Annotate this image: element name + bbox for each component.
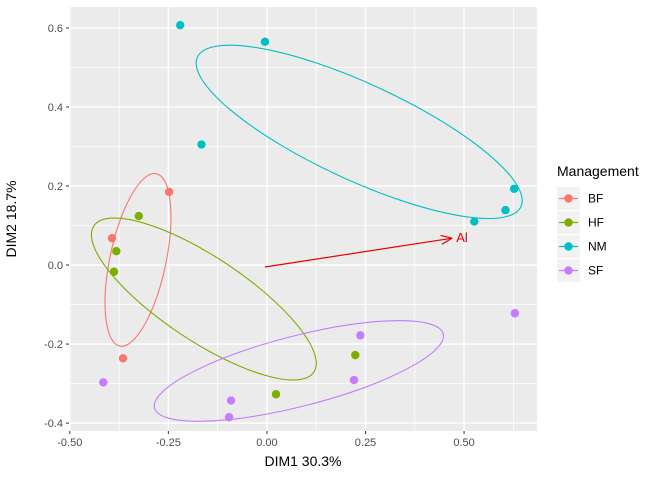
env-vector-arrow bbox=[264, 237, 453, 268]
x-tick-label: -0.50 bbox=[57, 437, 82, 449]
data-point-SF bbox=[224, 412, 234, 422]
data-point-SF bbox=[99, 378, 108, 387]
legend-item-SF: SF bbox=[557, 259, 603, 282]
x-tick-label: 0.00 bbox=[256, 437, 277, 449]
data-point-BF bbox=[118, 354, 128, 363]
legend-key-point bbox=[564, 218, 573, 227]
data-point-HF bbox=[134, 211, 143, 221]
data-point-NM bbox=[470, 217, 479, 226]
data-point-SF bbox=[510, 309, 520, 318]
x-tick-label: 0.50 bbox=[453, 437, 474, 449]
data-point-HF bbox=[112, 247, 121, 256]
y-tick-label: 0.6 bbox=[48, 23, 63, 35]
legend-title: Management bbox=[557, 163, 639, 179]
data-points bbox=[99, 20, 520, 422]
data-point-SF bbox=[226, 396, 236, 405]
confidence-ellipses bbox=[90, 44, 523, 422]
y-tick-label: 0.4 bbox=[48, 102, 63, 114]
legend-key-point bbox=[564, 194, 573, 203]
ellipse-HF bbox=[90, 217, 317, 381]
legend-item-label: BF bbox=[588, 192, 603, 206]
ellipse-BF bbox=[104, 172, 172, 347]
data-point-SF bbox=[356, 331, 365, 340]
arrowhead-line bbox=[440, 234, 453, 239]
annotation-layer: Al bbox=[264, 230, 468, 268]
data-point-SF bbox=[349, 375, 359, 385]
axis-tick-labels: -0.50 -0.25 0.00 0.25 0.50 -0.4 -0.2 0.0 0.2 0.4 0… bbox=[44, 23, 475, 449]
legend-key-point bbox=[564, 266, 573, 275]
plot-panel-background bbox=[69, 7, 537, 431]
arrowhead-line bbox=[441, 237, 453, 245]
arrow-label: Al bbox=[456, 230, 468, 245]
legend-item-BF: BF bbox=[557, 187, 603, 210]
minor-gridlines bbox=[69, 7, 537, 431]
x-tick-label: 0.25 bbox=[355, 437, 376, 449]
major-gridlines bbox=[69, 7, 537, 431]
data-point-NM bbox=[197, 140, 206, 149]
x-tick-label: -0.25 bbox=[156, 437, 181, 449]
data-point-NM bbox=[509, 184, 519, 193]
legend-key-point bbox=[564, 242, 573, 251]
data-point-NM bbox=[501, 205, 510, 215]
legend-item-label: HF bbox=[588, 216, 604, 230]
y-tick-label: -0.4 bbox=[44, 418, 63, 430]
data-point-HF bbox=[271, 390, 281, 399]
data-point-HF bbox=[351, 350, 360, 360]
ellipse-NM bbox=[195, 44, 523, 220]
data-point-NM bbox=[260, 37, 270, 46]
legend-item-NM: NM bbox=[557, 235, 607, 258]
data-point-HF bbox=[109, 267, 119, 276]
data-point-BF bbox=[164, 187, 174, 197]
y-axis-title: DIM2 18.7% bbox=[3, 180, 19, 257]
legend-item-HF: HF bbox=[557, 211, 604, 234]
data-point-NM bbox=[175, 20, 185, 30]
data-point-BF bbox=[107, 233, 117, 243]
y-tick-label: 0.0 bbox=[48, 260, 63, 272]
y-tick-label: 0.2 bbox=[48, 181, 63, 193]
legend-item-label: SF bbox=[588, 264, 603, 278]
legend-items: BF HF NM SF bbox=[557, 187, 607, 282]
axis-tick-marks bbox=[66, 27, 465, 434]
legend-item-label: NM bbox=[588, 240, 607, 254]
ellipse-SF bbox=[153, 320, 445, 422]
y-tick-label: -0.2 bbox=[44, 339, 63, 351]
x-axis-title: DIM1 30.3% bbox=[264, 453, 341, 469]
